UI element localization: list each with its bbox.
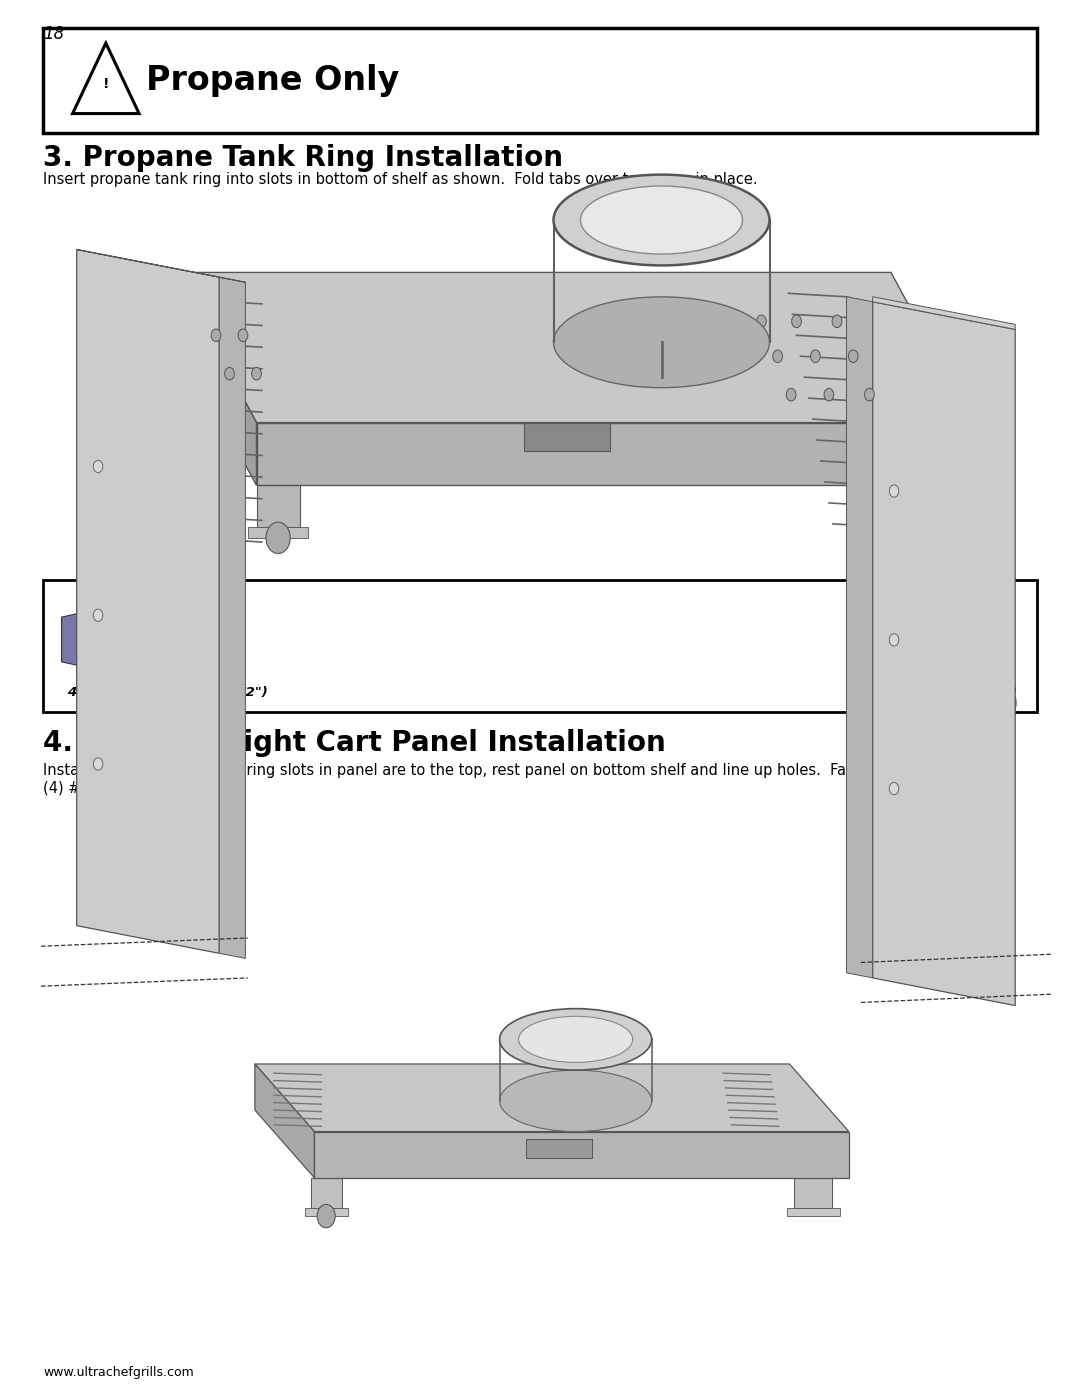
Ellipse shape — [581, 186, 743, 254]
Circle shape — [252, 367, 261, 380]
Text: Insert propane tank ring into slots in bottom of shelf as shown.  Fold tabs over: Insert propane tank ring into slots in b… — [43, 172, 758, 187]
Circle shape — [849, 351, 859, 362]
Polygon shape — [314, 1132, 849, 1178]
Polygon shape — [77, 250, 245, 282]
Circle shape — [889, 485, 899, 497]
Text: 4 x N570-0080 (#14 x 1/2"): 4 x N570-0080 (#14 x 1/2") — [67, 686, 268, 698]
Circle shape — [824, 388, 834, 401]
Text: 18: 18 — [43, 25, 65, 43]
Polygon shape — [255, 1065, 314, 1178]
Circle shape — [212, 330, 221, 341]
Circle shape — [238, 330, 247, 341]
Polygon shape — [305, 1208, 348, 1215]
Polygon shape — [526, 1140, 592, 1158]
Polygon shape — [257, 422, 972, 486]
Polygon shape — [794, 1178, 833, 1208]
Circle shape — [772, 351, 782, 362]
Circle shape — [756, 316, 767, 327]
Circle shape — [93, 757, 103, 770]
Polygon shape — [311, 1178, 341, 1208]
Text: www.ultrachefgrills.com: www.ultrachefgrills.com — [43, 1366, 194, 1379]
Ellipse shape — [500, 1070, 651, 1132]
Circle shape — [810, 351, 821, 362]
Text: 3. Propane Tank Ring Installation: 3. Propane Tank Ring Installation — [43, 144, 563, 172]
Text: 3/8"(10mm): 3/8"(10mm) — [929, 686, 1017, 698]
Circle shape — [792, 316, 801, 327]
Circle shape — [93, 461, 103, 472]
Polygon shape — [873, 302, 1015, 1006]
Polygon shape — [847, 296, 873, 978]
Ellipse shape — [518, 1017, 633, 1062]
Circle shape — [864, 388, 875, 401]
Circle shape — [889, 634, 899, 645]
Text: Propane Only: Propane Only — [146, 64, 399, 96]
Polygon shape — [786, 1208, 840, 1215]
Circle shape — [989, 686, 1015, 719]
Polygon shape — [219, 277, 245, 958]
Polygon shape — [255, 1065, 849, 1132]
Circle shape — [266, 522, 291, 553]
Polygon shape — [175, 272, 972, 422]
FancyBboxPatch shape — [43, 28, 1037, 133]
Polygon shape — [248, 528, 309, 538]
Circle shape — [832, 316, 842, 327]
Text: Install end cart panels ensuring slots in panel are to the top, rest panel on bo: Install end cart panels ensuring slots i… — [43, 763, 922, 795]
Ellipse shape — [554, 298, 769, 388]
Polygon shape — [62, 610, 107, 669]
Polygon shape — [524, 422, 610, 450]
Polygon shape — [894, 486, 942, 528]
Text: !: ! — [103, 77, 109, 91]
Ellipse shape — [500, 1009, 651, 1070]
Polygon shape — [77, 250, 219, 953]
Polygon shape — [175, 272, 257, 486]
Polygon shape — [883, 528, 953, 538]
Circle shape — [786, 388, 796, 401]
Polygon shape — [257, 486, 300, 528]
Text: 4. Left and Right Cart Panel Installation: 4. Left and Right Cart Panel Installatio… — [43, 729, 666, 757]
Circle shape — [93, 609, 103, 622]
Ellipse shape — [554, 175, 769, 265]
FancyBboxPatch shape — [43, 580, 1037, 712]
Circle shape — [318, 1204, 335, 1228]
Circle shape — [225, 367, 234, 380]
Circle shape — [889, 782, 899, 795]
Polygon shape — [873, 296, 1015, 330]
